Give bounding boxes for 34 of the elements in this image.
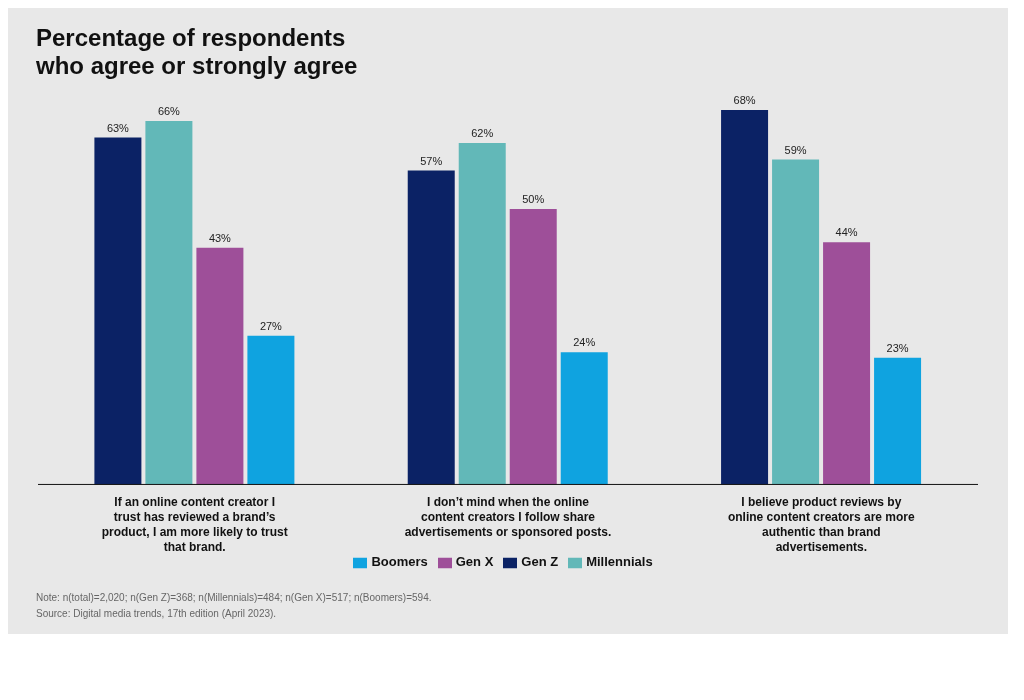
bar: [407, 170, 455, 485]
bar: [560, 352, 608, 485]
x-tick-label: If an online content creator I trust has reviewed a brand’s product, I am more likely to trust that brand.: [101, 495, 288, 555]
data-label: 43%: [208, 231, 232, 244]
chart-title: Percentage of respondents who agree or strongly agree: [36, 24, 359, 80]
data-label: 23%: [886, 341, 909, 354]
data-label: 44%: [835, 226, 858, 239]
data-label: 50%: [522, 193, 545, 206]
data-label: 57%: [420, 154, 443, 167]
bar: [94, 137, 142, 485]
data-label: 68%: [733, 94, 756, 106]
data-label: 24%: [573, 336, 596, 349]
x-tick-label: I believe product reviews by online content creators are more authentic than brand advertisements.: [727, 495, 916, 555]
data-label: 63%: [106, 121, 130, 134]
source-note: Source: Digital media trends, 17th edition (April 2023).: [36, 607, 278, 621]
x-tick-label: I don’t mind when the online content creators I follow share advertisements or sponsored posts.: [404, 495, 612, 540]
bar: [509, 209, 557, 485]
legend-label: Millennials: [586, 554, 653, 570]
bar: [145, 121, 193, 485]
bar: [823, 242, 871, 485]
text: Note: n(total)=2,020; n(Gen Z)=368; n(Millennials)=484; n(Gen X)=517; n(Boomers)=594.: [36, 591, 433, 605]
bar: [772, 159, 820, 485]
data-label: 62%: [471, 127, 494, 140]
legend-label: Gen Z: [521, 554, 559, 570]
bar: [721, 110, 769, 485]
bar: [458, 143, 506, 485]
bar: [196, 247, 244, 485]
data-label: 59%: [784, 143, 807, 156]
bar: [247, 335, 295, 485]
bar: [874, 357, 922, 485]
data-label: 66%: [157, 105, 181, 118]
data-label: 27%: [259, 319, 283, 332]
legend-label: Boomers: [371, 554, 428, 570]
legend-label: Gen X: [455, 554, 494, 570]
